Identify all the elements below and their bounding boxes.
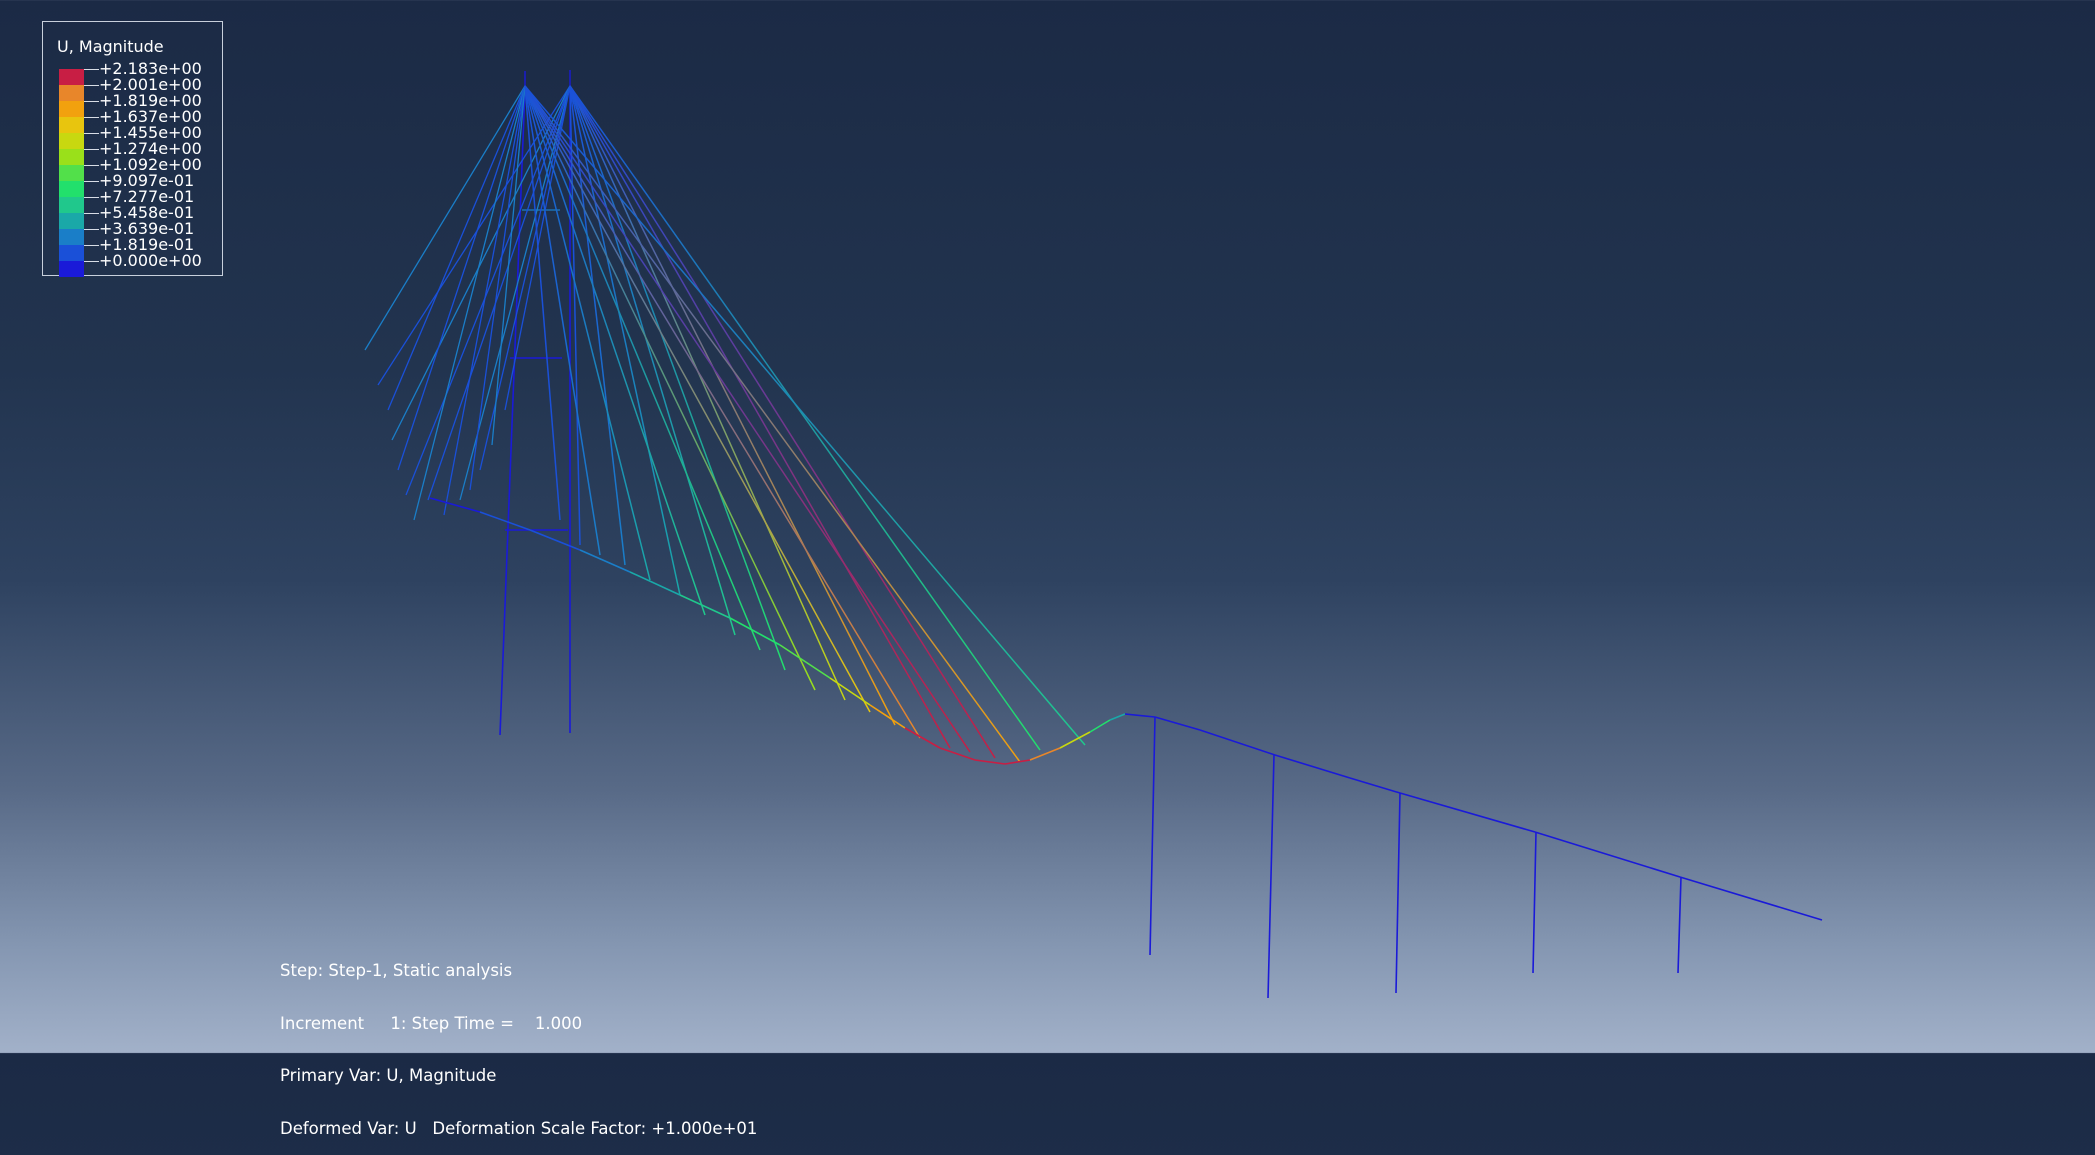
main-stay-cable: [569, 85, 736, 636]
main-stay-cable: [569, 85, 996, 759]
back-stay-cable: [397, 85, 526, 471]
bridge-deck-segment: [904, 727, 941, 749]
main-stay-cable: [569, 85, 951, 749]
main-stay-cable: [569, 85, 786, 671]
legend-label: +2.001e+00: [99, 75, 202, 94]
viaduct-pier: [1677, 876, 1682, 974]
legend-label: +0.000e+00: [99, 251, 202, 270]
approach-deck-segment: [1399, 792, 1536, 833]
approach-deck-segment: [1154, 716, 1201, 731]
viaduct-pier: [1267, 754, 1275, 999]
legend-color-swatch: [59, 133, 84, 149]
approach-deck-segment: [1274, 754, 1351, 779]
legend-title: U, Magnitude: [57, 37, 164, 56]
bridge-deck-segment: [869, 704, 906, 729]
main-stay-cable: [524, 85, 1021, 763]
bridge-deck-segment: [429, 497, 481, 513]
deformed-var-info: Deformed Var: U Deformation Scale Factor…: [280, 1118, 758, 1138]
approach-deck-segment: [1199, 729, 1276, 756]
main-stay-cable: [569, 85, 896, 726]
approach-deck-segment: [1349, 777, 1401, 794]
bridge-deck-segment: [1089, 719, 1111, 733]
bridge-deck-segment: [1029, 747, 1061, 761]
model-viewport[interactable]: [0, 0, 2095, 1053]
main-stay-cable: [524, 85, 1086, 746]
increment-info: Increment 1: Step Time = 1.000: [280, 1013, 583, 1033]
back-stay-cable: [427, 85, 571, 501]
legend-label: +3.639e-01: [99, 219, 195, 238]
bridge-deck-segment: [829, 677, 871, 706]
main-stay-cable: [524, 85, 706, 616]
bridge-deck-segment: [1059, 731, 1091, 749]
bridge-deck-segment: [939, 747, 976, 761]
legend-color-swatch: [59, 165, 84, 181]
main-stay-cable: [524, 85, 651, 581]
legend-color-swatch: [59, 85, 84, 101]
legend-color-swatch: [59, 213, 84, 229]
legend-color-swatch: [59, 261, 84, 277]
analysis-info: Step: Step-1, Static analysis Increment …: [280, 927, 757, 1155]
main-stay-cable: [524, 85, 971, 753]
back-stay-cable: [491, 85, 526, 446]
legend-color-swatch: [59, 181, 84, 197]
primary-var-info: Primary Var: U, Magnitude: [280, 1066, 497, 1085]
main-stay-cable: [524, 85, 761, 651]
legend-color-swatch: [59, 117, 84, 133]
legend-label: +1.455e+00: [99, 123, 202, 142]
legend-label: +7.277e-01: [99, 187, 195, 206]
bridge-deck-segment: [1109, 713, 1126, 721]
main-stay-cable: [524, 85, 921, 739]
viaduct-pier: [1532, 831, 1537, 974]
legend-color-swatch: [59, 197, 84, 213]
approach-deck-segment: [1124, 713, 1156, 718]
back-stay-cable: [413, 85, 526, 521]
legend-label: +1.819e-01: [99, 235, 195, 254]
back-stay-cable: [377, 85, 571, 386]
contour-legend: U, Magnitude +2.183e+00 +2.001e+00 +1.819e…: [42, 21, 223, 277]
bridge-deck-segment: [629, 571, 681, 596]
main-stay-cable: [524, 85, 561, 521]
legend-color-swatch: [59, 101, 84, 117]
legend-label: +1.819e+00: [99, 91, 202, 110]
back-stay-cable: [469, 85, 526, 491]
legend-color-swatch: [59, 229, 84, 245]
legend-label: +1.637e+00: [99, 107, 202, 126]
legend-label: +1.274e+00: [99, 139, 202, 158]
main-stay-cable: [569, 85, 681, 596]
main-stay-cable: [524, 85, 871, 713]
pylon-leg: [499, 87, 526, 736]
main-stay-cable: [524, 85, 601, 556]
main-stay-cable: [569, 85, 1041, 751]
step-info: Step: Step-1, Static analysis: [280, 961, 513, 980]
bridge-deck-segment: [579, 549, 631, 573]
bridge-deck-segment: [779, 644, 831, 679]
bridge-deck-segment: [1004, 759, 1031, 765]
legend-label: +9.097e-01: [99, 171, 195, 190]
legend-label: +5.458e-01: [99, 203, 195, 222]
legend-label: +2.183e+00: [99, 59, 202, 78]
main-stay-cable: [524, 85, 816, 691]
legend-label: +1.092e+00: [99, 155, 202, 174]
legend-color-swatch: [59, 245, 84, 261]
bridge-deck-segment: [679, 594, 731, 619]
legend-color-swatch: [59, 69, 84, 85]
approach-deck-segment: [1534, 831, 1681, 878]
deformed-bridge-model: [364, 70, 1823, 999]
viaduct-pier: [1395, 792, 1401, 994]
bridge-deck-segment: [729, 617, 781, 646]
legend-color-swatch: [59, 149, 84, 165]
bridge-deck-segment: [974, 759, 1006, 765]
back-stay-cable: [387, 85, 526, 411]
back-stay-cable: [364, 85, 526, 351]
main-stay-cable: [569, 85, 846, 701]
back-stay-cable: [443, 85, 526, 516]
bridge-deck-segment: [479, 511, 531, 531]
bridge-deck-segment: [529, 529, 581, 551]
approach-deck-segment: [1679, 876, 1823, 921]
viaduct-pier: [1149, 716, 1156, 956]
